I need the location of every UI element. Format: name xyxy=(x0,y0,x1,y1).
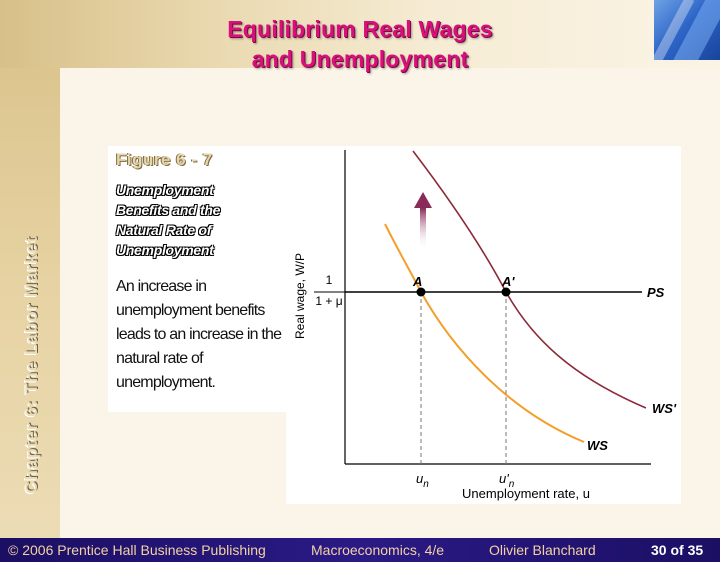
shift-arrow-shaft xyxy=(420,208,426,250)
ps-curve-label: PS xyxy=(647,285,665,300)
footer-bar: © 2006 Prentice Hall Business Publishing… xyxy=(0,538,720,562)
ws-prime-curve-label: WS' xyxy=(652,401,677,416)
ws-prime-curve xyxy=(412,150,647,409)
point-a-label: A xyxy=(412,274,422,289)
corner-decoration xyxy=(654,0,720,60)
footer-page-number: 30 of 35 xyxy=(651,542,704,558)
slide-title-line-1: Equilibrium Real Wages xyxy=(227,16,493,42)
diagram-svg: 1 1 + μ A A' PS WS' WS un u'n Unemployme… xyxy=(293,150,677,501)
slide-title-line-2: and Unemployment xyxy=(251,46,469,72)
figure-title: Unemployment Benefits and the Natural Ra… xyxy=(116,182,221,258)
point-a-prime-marker xyxy=(501,287,511,297)
ps-level-denominator: 1 + μ xyxy=(315,294,342,308)
un-tick-main: u xyxy=(416,471,423,486)
un-tick-sub: n xyxy=(423,479,429,490)
shift-arrow-head xyxy=(414,192,432,208)
un-prime-tick-main: u' xyxy=(499,471,509,486)
footer-author: Olivier Blanchard xyxy=(489,542,596,558)
footer-book: Macroeconomics, 4/e xyxy=(311,542,445,558)
top-band xyxy=(0,0,720,68)
point-a-marker xyxy=(416,287,426,297)
ps-level-numerator: 1 xyxy=(326,273,333,287)
slide-title: Equilibrium Real Wages and Unemployment xyxy=(150,14,570,74)
chapter-side-label: Chapter 6: The Labor Market xyxy=(22,236,41,494)
un-prime-tick-label: u'n xyxy=(499,471,515,490)
figure-description: An increase in unemployment benefits lea… xyxy=(116,278,282,391)
diagram-panel: 1 1 + μ A A' PS WS' WS un u'n Unemployme… xyxy=(286,146,681,504)
un-tick-label: un xyxy=(416,471,429,490)
figure-number: Figure 6 - 7 xyxy=(116,150,213,169)
footer-copyright: © 2006 Prentice Hall Business Publishing xyxy=(8,542,266,558)
figure-text-panel xyxy=(108,146,286,412)
left-band xyxy=(0,68,60,538)
un-prime-tick-sub: n xyxy=(509,479,515,490)
point-a-prime-label: A' xyxy=(501,274,515,289)
y-axis-label: Real wage, W/P xyxy=(293,253,307,339)
ws-curve-label: WS xyxy=(587,438,608,453)
ws-curve xyxy=(384,223,585,443)
x-axis-label: Unemployment rate, u xyxy=(462,486,590,501)
